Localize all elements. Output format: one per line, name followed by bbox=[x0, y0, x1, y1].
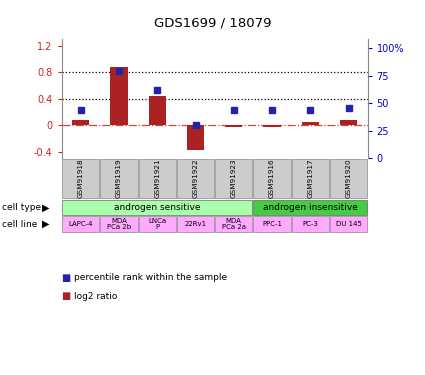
FancyBboxPatch shape bbox=[62, 200, 252, 215]
Text: GSM91919: GSM91919 bbox=[116, 159, 122, 198]
FancyBboxPatch shape bbox=[100, 159, 138, 198]
FancyBboxPatch shape bbox=[253, 216, 291, 232]
FancyBboxPatch shape bbox=[139, 159, 176, 198]
Bar bbox=[340, 120, 357, 125]
Bar bbox=[302, 122, 319, 125]
FancyBboxPatch shape bbox=[330, 216, 367, 232]
Bar bbox=[149, 96, 166, 125]
Text: PC-3: PC-3 bbox=[302, 221, 318, 227]
Text: GDS1699 / 18079: GDS1699 / 18079 bbox=[154, 17, 271, 30]
FancyBboxPatch shape bbox=[215, 216, 252, 232]
Text: GSM91921: GSM91921 bbox=[154, 159, 160, 198]
Text: ■: ■ bbox=[62, 273, 71, 282]
Text: GSM91918: GSM91918 bbox=[78, 159, 84, 198]
Bar bbox=[264, 125, 280, 127]
Text: GSM91917: GSM91917 bbox=[307, 159, 313, 198]
FancyBboxPatch shape bbox=[215, 159, 252, 198]
Bar bbox=[225, 125, 242, 127]
Text: GSM91922: GSM91922 bbox=[193, 159, 198, 198]
Text: cell type: cell type bbox=[2, 203, 41, 212]
Bar bbox=[110, 67, 128, 125]
FancyBboxPatch shape bbox=[139, 216, 176, 232]
Text: LAPC-4: LAPC-4 bbox=[68, 221, 93, 227]
FancyBboxPatch shape bbox=[292, 216, 329, 232]
FancyBboxPatch shape bbox=[177, 159, 214, 198]
Text: ▶: ▶ bbox=[42, 202, 50, 212]
Text: 22Rv1: 22Rv1 bbox=[184, 221, 207, 227]
Text: MDA
PCa 2a: MDA PCa 2a bbox=[222, 218, 246, 230]
Text: GSM91916: GSM91916 bbox=[269, 159, 275, 198]
FancyBboxPatch shape bbox=[292, 159, 329, 198]
Text: PPC-1: PPC-1 bbox=[262, 221, 282, 227]
Text: cell line: cell line bbox=[2, 220, 37, 229]
Text: ■: ■ bbox=[62, 291, 71, 301]
Text: androgen insensitive: androgen insensitive bbox=[263, 203, 358, 212]
Bar bbox=[187, 125, 204, 150]
Text: LNCa
P: LNCa P bbox=[148, 218, 166, 230]
Text: log2 ratio: log2 ratio bbox=[74, 292, 118, 301]
Text: DU 145: DU 145 bbox=[336, 221, 361, 227]
FancyBboxPatch shape bbox=[177, 216, 214, 232]
Bar bbox=[72, 120, 89, 125]
FancyBboxPatch shape bbox=[253, 159, 291, 198]
Text: GSM91920: GSM91920 bbox=[346, 159, 351, 198]
Text: MDA
PCa 2b: MDA PCa 2b bbox=[107, 218, 131, 230]
FancyBboxPatch shape bbox=[62, 159, 99, 198]
Text: GSM91923: GSM91923 bbox=[231, 159, 237, 198]
FancyBboxPatch shape bbox=[253, 200, 367, 215]
Text: percentile rank within the sample: percentile rank within the sample bbox=[74, 273, 227, 282]
FancyBboxPatch shape bbox=[62, 216, 99, 232]
Text: androgen sensitive: androgen sensitive bbox=[114, 203, 201, 212]
FancyBboxPatch shape bbox=[100, 216, 138, 232]
Text: ▶: ▶ bbox=[42, 219, 50, 229]
FancyBboxPatch shape bbox=[330, 159, 367, 198]
